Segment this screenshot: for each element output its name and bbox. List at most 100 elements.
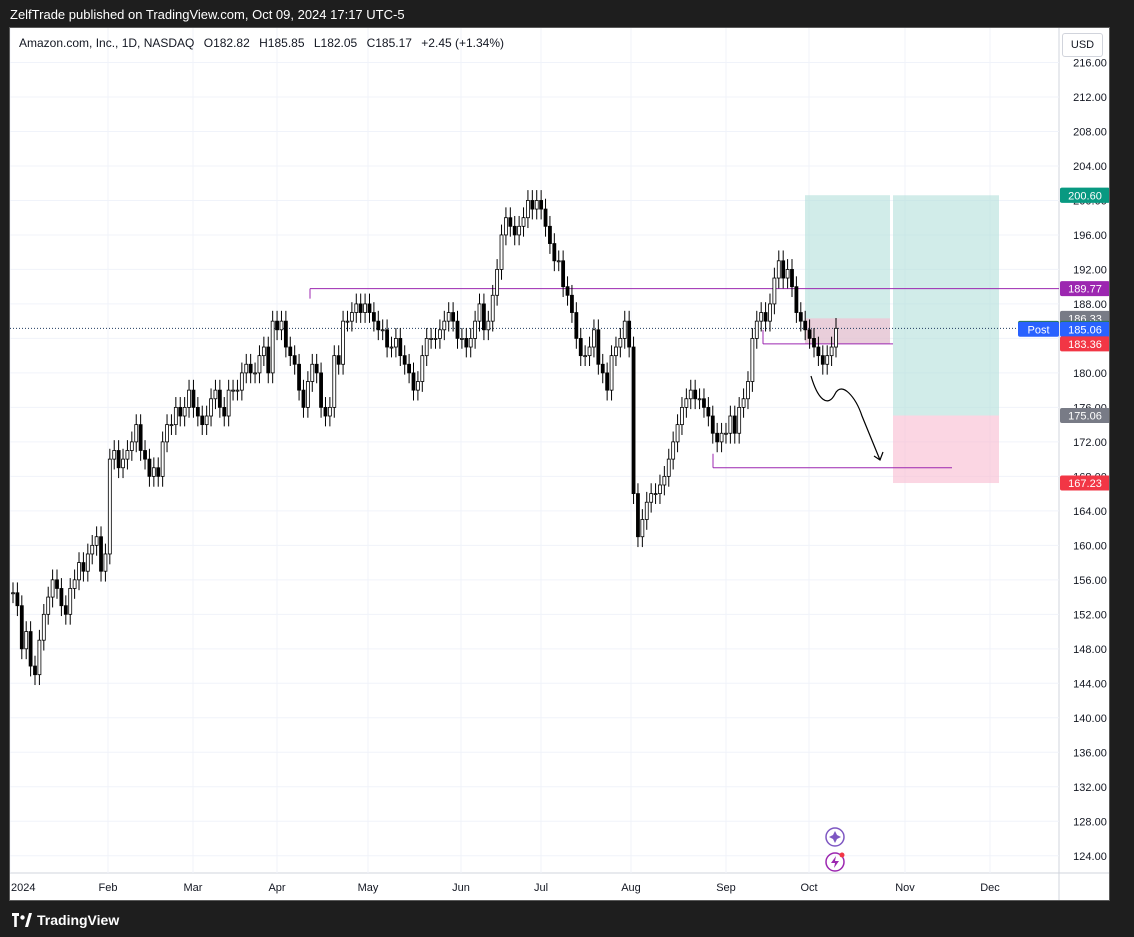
candle-body bbox=[354, 303, 359, 313]
candle-body bbox=[680, 406, 684, 426]
x-tick-label: May bbox=[358, 882, 379, 894]
candle-body bbox=[539, 200, 544, 210]
y-tick-label: 160.00 bbox=[1073, 540, 1107, 552]
candle-body bbox=[37, 639, 42, 676]
candle-body bbox=[283, 320, 288, 348]
candle-body bbox=[746, 381, 750, 400]
y-tick-label: 204.00 bbox=[1073, 161, 1107, 173]
y-tick-label: 208.00 bbox=[1073, 126, 1107, 138]
candle-body bbox=[41, 613, 46, 641]
candle-body bbox=[561, 260, 566, 288]
candle-body bbox=[248, 363, 253, 374]
candle-body bbox=[147, 458, 152, 477]
candle-body bbox=[530, 200, 535, 210]
candle-body bbox=[543, 208, 548, 227]
candle-body bbox=[490, 294, 495, 322]
y-tick-label: 132.00 bbox=[1073, 782, 1107, 794]
candle-body bbox=[235, 389, 240, 392]
candle-body bbox=[508, 217, 513, 227]
candle-body bbox=[684, 398, 689, 408]
candle-body bbox=[468, 338, 473, 348]
candle-body bbox=[636, 493, 640, 538]
candle-body bbox=[200, 415, 205, 426]
candle-body bbox=[460, 338, 464, 340]
stop-loss-zone bbox=[805, 318, 890, 344]
candle-body bbox=[570, 294, 574, 313]
candle-body bbox=[160, 441, 165, 477]
candle-body bbox=[187, 389, 191, 408]
candle-body bbox=[90, 544, 95, 555]
candle-body bbox=[319, 372, 323, 408]
chart-frame[interactable]: 216.00212.00208.00204.00200.00196.00192.… bbox=[9, 27, 1110, 901]
candle-body bbox=[244, 363, 249, 374]
tradingview-logo[interactable]: TradingView bbox=[12, 912, 119, 928]
candle-body bbox=[574, 312, 579, 339]
candle-body bbox=[776, 260, 781, 279]
publish-info: ZelfTrade published on TradingView.com, … bbox=[10, 7, 405, 22]
candle-body bbox=[178, 406, 183, 417]
candle-body bbox=[204, 415, 209, 426]
price-label-box bbox=[1060, 321, 1109, 337]
y-tick-label: 148.00 bbox=[1073, 644, 1107, 656]
candle-body bbox=[829, 346, 834, 357]
publish-header: ZelfTrade published on TradingView.com, … bbox=[0, 0, 1134, 30]
tradingview-logo-icon bbox=[12, 913, 32, 927]
currency-button[interactable]: USD bbox=[1062, 33, 1103, 57]
candle-body bbox=[702, 398, 706, 408]
candle-body bbox=[596, 329, 601, 365]
price-label-tag bbox=[1018, 321, 1059, 337]
candle-body bbox=[310, 363, 315, 382]
price-label-box bbox=[1060, 336, 1109, 352]
candle-body bbox=[600, 363, 605, 374]
candle-body bbox=[548, 225, 552, 244]
candle-body bbox=[182, 406, 187, 417]
y-tick-label: 156.00 bbox=[1073, 575, 1107, 587]
legend-low: L182.05 bbox=[313, 36, 358, 50]
candle-body bbox=[46, 596, 51, 615]
candle-body bbox=[499, 234, 504, 270]
candle-body bbox=[658, 484, 662, 495]
candle-body bbox=[72, 579, 77, 589]
price-label-name: Post bbox=[1027, 324, 1049, 336]
candle-body bbox=[737, 406, 742, 434]
candle-body bbox=[794, 286, 799, 313]
y-tick-label: 188.00 bbox=[1073, 299, 1107, 311]
legend-symbol: Amazon.com, Inc., 1D, NASDAQ bbox=[19, 36, 195, 50]
candle-body bbox=[534, 200, 539, 210]
candle-body bbox=[728, 415, 733, 434]
candle-body bbox=[433, 338, 438, 340]
candle-body bbox=[477, 303, 482, 322]
candle-body bbox=[33, 665, 37, 676]
x-tick-label: Sep bbox=[716, 882, 736, 894]
candlestick-chart[interactable]: 216.00212.00208.00204.00200.00196.00192.… bbox=[10, 28, 1110, 901]
candle-body bbox=[134, 424, 139, 443]
candle-body bbox=[226, 389, 231, 417]
sparkle-icon bbox=[829, 831, 841, 843]
candle-body bbox=[675, 424, 680, 443]
candle-body bbox=[772, 277, 777, 305]
candle-body bbox=[521, 217, 526, 227]
candle-body bbox=[143, 450, 147, 460]
candle-body bbox=[169, 424, 174, 427]
candle-body bbox=[231, 389, 235, 392]
lightning-icon bbox=[831, 856, 839, 868]
candle-body bbox=[671, 441, 676, 460]
candle-body bbox=[504, 217, 508, 236]
y-tick-label: 152.00 bbox=[1073, 609, 1107, 621]
candle-body bbox=[55, 579, 59, 589]
candle-body bbox=[424, 338, 429, 357]
price-label-value: 185.06 bbox=[1068, 324, 1102, 336]
price-label-value: 189.77 bbox=[1068, 284, 1102, 296]
x-tick-label: Aug bbox=[621, 882, 641, 894]
candle-body bbox=[715, 432, 720, 443]
candle-body bbox=[442, 320, 447, 331]
candle-body bbox=[724, 432, 728, 435]
candle-body bbox=[156, 467, 161, 477]
candle-body bbox=[393, 338, 398, 348]
candle-body bbox=[618, 338, 623, 348]
legend-change: +2.45 (+1.34%) bbox=[421, 36, 505, 50]
candle-body bbox=[297, 363, 301, 391]
x-tick-label: Jun bbox=[452, 882, 470, 894]
candle-body bbox=[288, 346, 293, 357]
candle-body bbox=[482, 303, 486, 331]
